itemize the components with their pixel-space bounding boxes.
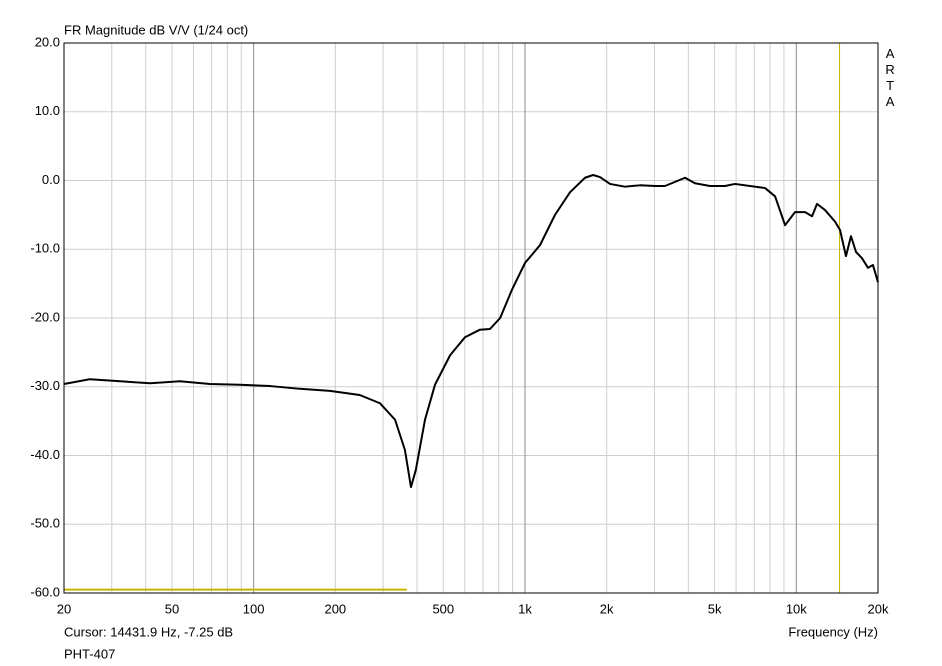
y-tick-label: 0.0	[42, 172, 60, 187]
plot-frame	[63, 42, 879, 594]
x-tick-label: 20	[57, 601, 71, 616]
footer: PHT-407	[64, 646, 115, 661]
y-tick-label: 20.0	[35, 34, 60, 49]
series-line	[63, 174, 879, 489]
chart-title: FR Magnitude dB V/V (1/24 oct)	[64, 22, 248, 37]
x-tick-label: 200	[324, 601, 346, 616]
x-tick-label: 50	[165, 601, 179, 616]
x-tick-label: 2k	[600, 601, 614, 616]
x-tick-label: 100	[243, 601, 265, 616]
y-tick-label: 10.0	[35, 103, 60, 118]
x-tick-label: 5k	[708, 601, 722, 616]
y-tick-label: -50.0	[30, 516, 60, 531]
y-tick-label: -40.0	[30, 447, 60, 462]
x-tick-label: 500	[432, 601, 454, 616]
y-tick-label: -60.0	[30, 584, 60, 599]
y-tick-label: -10.0	[30, 241, 60, 256]
y-tick-label: -30.0	[30, 378, 60, 393]
x-axis-label: Frequency (Hz)	[788, 624, 878, 639]
x-tick-label: 10k	[786, 601, 807, 616]
cursor-readout: Cursor: 14431.9 Hz, -7.25 dB	[64, 624, 233, 639]
watermark: ARTA	[883, 46, 898, 110]
x-tick-label: 1k	[518, 601, 532, 616]
y-tick-label: -20.0	[30, 309, 60, 324]
x-tick-label: 20k	[868, 601, 889, 616]
